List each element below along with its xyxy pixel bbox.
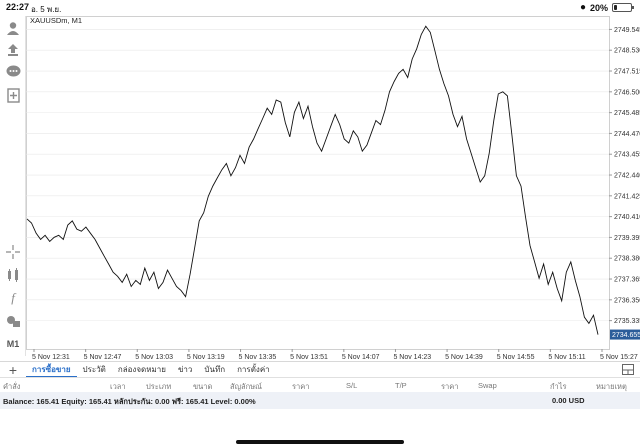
y-tick-label: 2735.335: [614, 318, 640, 325]
x-tick-label: 5 Nov 13:51: [290, 354, 328, 361]
x-tick-label: 5 Nov 12:47: [84, 354, 122, 361]
col-swap: Swap: [478, 381, 497, 390]
x-tick-label: 5 Nov 14:55: [497, 354, 535, 361]
y-tick-label: 2740.410: [614, 214, 640, 221]
expand-panel-icon[interactable]: [622, 364, 634, 378]
x-tick-label: 5 Nov 13:03: [135, 354, 173, 361]
y-tick-label: 2749.545: [614, 27, 640, 34]
col-symbol: สัญลักษณ์: [230, 382, 263, 391]
objects-icon[interactable]: [3, 311, 23, 331]
y-tick-label: 2741.425: [614, 193, 640, 200]
balance-profit: 0.00 USD: [552, 396, 585, 405]
home-indicator: [236, 440, 404, 444]
function-icon[interactable]: f: [11, 290, 15, 305]
y-tick-label: 2745.485: [614, 110, 640, 117]
battery-fill: [614, 5, 618, 10]
x-tick-label: 5 Nov 13:19: [187, 354, 225, 361]
y-tick-label: 2743.455: [614, 152, 640, 159]
x-tick-label: 5 Nov 12:31: [32, 354, 70, 361]
x-tick-label: 5 Nov 15:11: [548, 354, 585, 361]
add-order-icon[interactable]: +: [8, 361, 18, 378]
tab-mailbox[interactable]: กล่องจดหมาย: [117, 364, 166, 374]
status-right: ● 20%: [579, 2, 634, 13]
chart-symbol-label: XAUUSDm, M1: [30, 16, 83, 25]
tab-trade[interactable]: การซื้อขาย: [26, 362, 77, 378]
y-tick-label: 2747.515: [614, 69, 640, 76]
col-comment: หมายเหตุ: [596, 382, 627, 391]
x-tick-label: 5 Nov 14:23: [393, 354, 431, 361]
orders-header: คำสั่ง เวลา ประเภท ขนาด สัญลักษณ์ ราคา S…: [0, 377, 640, 391]
timeframe-button[interactable]: M1: [6, 339, 20, 349]
col-time: เวลา: [110, 382, 126, 391]
chart-svg[interactable]: 2749.545 2748.530 2747.515 2746.500 2745.485…: [26, 16, 640, 361]
wifi-icon: ●: [579, 2, 586, 13]
col-volume: ขนาด: [193, 382, 213, 391]
chart-toolbar: f M1: [0, 16, 26, 356]
tab-history[interactable]: ประวัติ: [82, 364, 106, 374]
y-tick-label: 2738.380: [614, 256, 640, 263]
battery-percent: 20%: [589, 2, 608, 13]
tab-news[interactable]: ข่าว: [177, 364, 193, 374]
col-profit: กำไร: [550, 382, 567, 391]
y-tick-label: 2742.440: [614, 173, 640, 180]
x-tick-label: 5 Nov 14:39: [445, 354, 483, 361]
y-tick-label: 2737.365: [614, 277, 640, 284]
col-type: ประเภท: [146, 382, 172, 391]
col-tp: T/P: [395, 381, 407, 390]
tab-journal[interactable]: บันทึก: [204, 364, 226, 374]
x-tick-label: 5 Nov 15:27: [600, 354, 638, 361]
status-bar: 22:27 อ. 5 พ.ย. ● 20%: [0, 0, 640, 16]
indicators-icon[interactable]: [3, 265, 23, 285]
balance-row: Balance: 165.41 Equity: 165.41 หลักประกั…: [0, 392, 640, 409]
y-tick-label: 2739.395: [614, 235, 640, 242]
new-chart-icon[interactable]: [3, 85, 23, 105]
y-tick-label: 2744.470: [614, 131, 640, 138]
col-price: ราคา: [292, 382, 310, 391]
chat-icon[interactable]: [3, 62, 23, 82]
col-current-price: ราคา: [441, 382, 459, 391]
status-time: 22:27: [6, 2, 30, 12]
price-series-line: [26, 25, 599, 335]
battery-icon: [612, 3, 634, 12]
y-tick-label: 2748.530: [614, 48, 640, 55]
x-tick-label: 5 Nov 14:07: [342, 354, 380, 361]
plot-frame: [26, 16, 610, 350]
col-sl: S/L: [346, 381, 358, 390]
status-date: อ. 5 พ.ย.: [31, 5, 62, 14]
x-tick-label: 5 Nov 13:35: [239, 354, 277, 361]
account-icon[interactable]: [3, 18, 23, 38]
current-price-label: 2734.655: [612, 332, 640, 339]
y-tick-label: 2736.350: [614, 297, 640, 304]
crosshair-icon[interactable]: [3, 242, 23, 262]
y-tick-label: 2746.500: [614, 89, 640, 96]
balance-summary: Balance: 165.41 Equity: 165.41 หลักประกั…: [3, 397, 256, 406]
terminal-tabs: + การซื้อขาย ประวัติ กล่องจดหมาย ข่าว บั…: [0, 361, 640, 378]
tab-settings[interactable]: การตั้งค่า: [237, 364, 270, 374]
current-price-tag: [610, 329, 640, 340]
col-order: คำสั่ง: [3, 382, 21, 391]
trade-icon[interactable]: [3, 40, 23, 60]
price-chart[interactable]: 2749.545 2748.530 2747.515 2746.500 2745.485…: [26, 16, 640, 361]
